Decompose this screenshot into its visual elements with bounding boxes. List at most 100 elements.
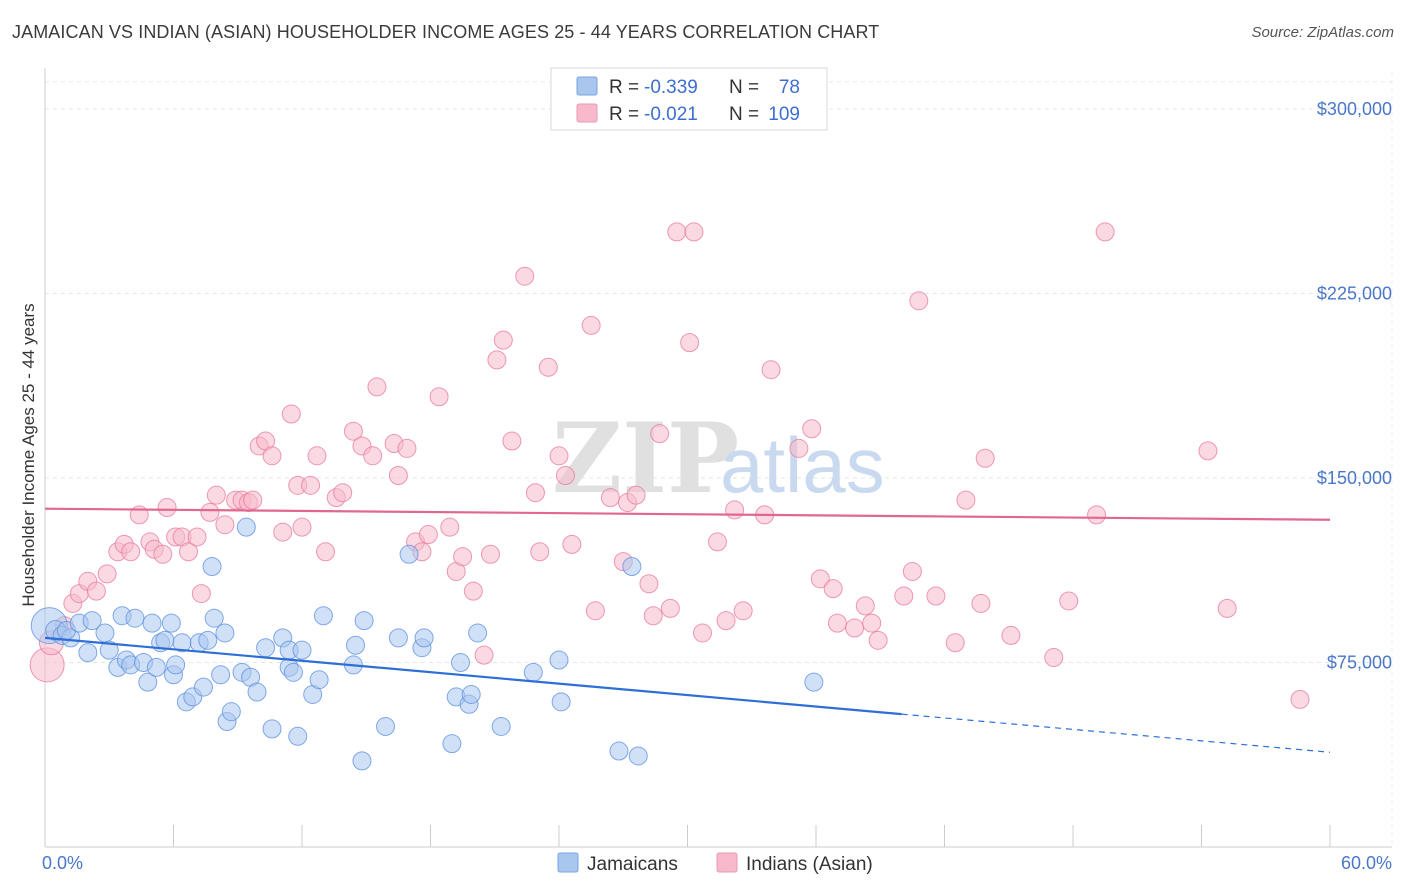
- legend-bottom-swatch-indians: [716, 852, 738, 873]
- indian-point-39: [333, 483, 353, 503]
- indian-point-92: [845, 618, 865, 638]
- indian-point-63: [538, 357, 558, 377]
- indian-point-109: [1198, 441, 1218, 461]
- indian-point-23: [215, 515, 235, 535]
- indian-point-59: [502, 431, 522, 451]
- indian-point-107: [1087, 505, 1107, 525]
- jamaican-point-46: [288, 726, 308, 746]
- indian-point-37: [316, 542, 336, 562]
- jamaican-point-41: [262, 719, 282, 739]
- indian-point-83: [725, 500, 745, 520]
- jamaican-point-53: [352, 751, 372, 771]
- x-tick-label-max: 60.0%: [1341, 853, 1392, 873]
- indian-point-65: [555, 465, 575, 485]
- jamaican-point-52: [346, 635, 366, 655]
- jamaican-point-64: [461, 684, 481, 704]
- indian-point-68: [585, 601, 605, 621]
- indian-point-91: [827, 613, 847, 633]
- indian-point-15: [157, 497, 177, 517]
- indian-point-77: [667, 222, 687, 242]
- indian-point-96: [894, 586, 914, 606]
- indian-point-55: [474, 645, 494, 665]
- indian-point-66: [562, 534, 582, 554]
- chart-title: JAMAICAN VS INDIAN (ASIAN) HOUSEHOLDER I…: [12, 22, 880, 42]
- indian-point-43: [367, 377, 387, 397]
- y-tick-label-0: $75,000: [1327, 652, 1392, 672]
- indian-point-104: [1001, 625, 1021, 645]
- jamaican-point-71: [622, 557, 642, 577]
- indian-point-76: [660, 598, 680, 618]
- indian-point-79: [684, 222, 704, 242]
- indian-point-86: [761, 360, 781, 380]
- legend-r-value-2: -0.021: [644, 104, 698, 125]
- legend-r-label-1: R =: [609, 77, 639, 98]
- indian-point-90: [823, 579, 843, 599]
- jamaican-point-45: [283, 662, 303, 682]
- jamaican-point-18: [146, 657, 166, 677]
- indian-point-32: [281, 404, 301, 424]
- indian-point-18: [178, 542, 198, 562]
- indian-point-49: [418, 525, 438, 545]
- indian-point-106: [1059, 591, 1079, 611]
- indian-point-45: [388, 465, 408, 485]
- indian-point-78: [680, 333, 700, 353]
- jamaican-point-35: [221, 702, 241, 722]
- x-tick-label-min: 0.0%: [42, 853, 83, 873]
- legend-swatch-jamaicans: [576, 76, 598, 96]
- indian-point-50: [429, 387, 449, 407]
- indian-point-19: [187, 527, 207, 547]
- jamaican-point-23: [166, 655, 186, 675]
- jamaican-point-56: [388, 628, 408, 648]
- indian-point-103: [975, 448, 995, 468]
- indian-point-98: [909, 291, 929, 311]
- source-label: Source: ZipAtlas.com: [1251, 24, 1394, 41]
- jamaican-point-57: [399, 544, 419, 564]
- indian-point-69: [600, 488, 620, 508]
- jamaican-point-72: [628, 746, 648, 766]
- legend-bottom-label-jamaicans: Jamaicans: [587, 854, 678, 875]
- legend-n-value-2: 109: [768, 104, 800, 125]
- indian-point-87: [789, 438, 809, 458]
- indian-point-35: [301, 475, 321, 495]
- indian-point-21: [200, 502, 220, 522]
- jamaican-point-16: [138, 672, 158, 692]
- jamaican-point-37: [236, 517, 256, 537]
- indian-point-62: [530, 542, 550, 562]
- indian-point-72: [626, 485, 646, 505]
- legend-n-value-1: 78: [779, 77, 800, 98]
- trend-line-indians: [44, 507, 1331, 521]
- indian-point-34: [292, 517, 312, 537]
- indian-point-31: [273, 522, 293, 542]
- indian-point-30: [262, 446, 282, 466]
- y-tick-labels: $75,000 $150,000 $225,000 $300,000: [1317, 99, 1392, 673]
- indian-point-93: [855, 596, 875, 616]
- indian-point-89: [810, 569, 830, 589]
- indian-point-102: [971, 593, 991, 613]
- indian-point-46: [397, 438, 417, 458]
- y-tick-label-1: $150,000: [1317, 468, 1392, 488]
- jamaican-point-62: [450, 652, 470, 672]
- jamaican-point-32: [211, 665, 231, 685]
- indian-point-14: [153, 544, 173, 564]
- indian-point-20: [191, 584, 211, 604]
- indian-point-105: [1044, 648, 1064, 668]
- indian-point-64: [549, 446, 569, 466]
- jamaican-point-60: [442, 734, 462, 754]
- indian-point-36: [307, 446, 327, 466]
- indian-point-108: [1095, 222, 1115, 242]
- indian-point-80: [692, 623, 712, 643]
- watermark: ZIP atlas: [552, 402, 885, 515]
- indian-point-88: [802, 419, 822, 439]
- indian-point-97: [902, 561, 922, 581]
- jamaican-point-59: [414, 628, 434, 648]
- indian-point-51: [440, 517, 460, 537]
- legend-correlation: R = -0.339 N = 78 R = -0.021 N = 109: [550, 67, 828, 131]
- indian-point-57: [487, 350, 507, 370]
- indian-point-54: [463, 581, 483, 601]
- legend-n-label-1: N =: [729, 77, 759, 98]
- jamaican-point-30: [202, 557, 222, 577]
- data-points: [29, 222, 1310, 771]
- indian-point-10: [121, 542, 141, 562]
- indian-point-84: [733, 601, 753, 621]
- jamaican-point-8: [95, 623, 115, 643]
